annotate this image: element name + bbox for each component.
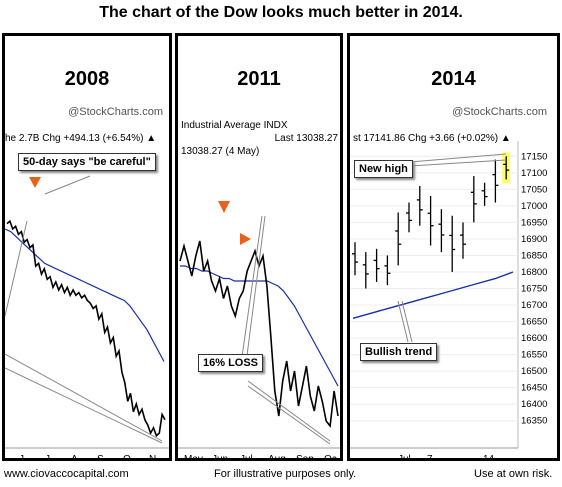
x-tick-label: 14 — [483, 454, 495, 458]
moving-average-line — [352, 271, 514, 319]
y-tick-label: 16900 — [521, 234, 547, 245]
arrow-marker — [218, 201, 230, 213]
price-line — [6, 219, 166, 438]
panel-2008: 2008 @StockCharts.com he 2.7B Chg +494.1… — [2, 33, 172, 461]
moving-average-line — [5, 228, 165, 362]
chart-title: The chart of the Dow looks much better i… — [99, 4, 463, 21]
callout-pointer — [409, 159, 507, 167]
header-2011-line3: 13038.27 (4 May) — [181, 146, 260, 157]
year-label-2011: 2011 — [237, 68, 281, 90]
watermark-2008: @StockCharts.com — [68, 106, 163, 118]
annotation-2008: 50-day says "be careful" — [18, 153, 156, 171]
plot-2011: May Jun Jul Aug Sep Oc — [178, 201, 340, 458]
x-tick-label: S — [97, 454, 104, 458]
y-tick-label: 16650 — [521, 317, 547, 328]
plot-2008: JJASON — [5, 175, 169, 458]
footer-website: www.ciovaccocapital.com — [4, 468, 129, 480]
year-label-2014: 2014 — [431, 68, 476, 90]
callout-pointer — [409, 153, 507, 163]
x-tick-label: Jul — [398, 454, 411, 458]
year-label-2008: 2008 — [64, 68, 110, 90]
panel-2014: 2014 @StockCharts.com st 17141.86 Chg +3… — [347, 33, 560, 461]
callout-pointer — [401, 300, 413, 343]
pointer-line — [239, 215, 263, 372]
y-tick-label: 17150 — [521, 151, 547, 162]
y-tick-label: 16750 — [521, 284, 547, 295]
pointer-line — [5, 367, 163, 444]
x-tick-label: Jun — [212, 454, 228, 458]
x-tick-label: Sep — [296, 454, 314, 458]
callout-pointer — [44, 175, 91, 195]
arrow-marker — [29, 177, 41, 188]
x-tick-label: J — [19, 454, 24, 458]
panel-2011: 2011 Industrial Average INDX Last 13038.… — [175, 33, 343, 461]
x-tick-label: J — [45, 454, 50, 458]
plot-2014: 17150 17100 17050 17000 16950 16900 16850 16800… — [350, 141, 547, 458]
y-tick-label: 16700 — [521, 300, 547, 311]
y-tick-label: 17050 — [521, 184, 547, 195]
watermark-2014: @StockCharts.com — [452, 106, 547, 118]
y-tick-label: 16500 — [521, 366, 547, 377]
x-tick-label: A — [71, 454, 78, 458]
pointer-line — [5, 353, 163, 442]
y-tick-label: 16850 — [521, 250, 547, 261]
x-tick-label: Jul — [240, 454, 253, 458]
x-tick-label: O — [123, 454, 131, 458]
pointer-line — [247, 385, 331, 445]
annotation-2011: 16% LOSS — [198, 354, 264, 372]
y-tick-label: 16950 — [521, 217, 547, 228]
y-tick-label: 16600 — [521, 333, 547, 344]
x-tick-label: May — [184, 454, 203, 458]
moving-average-line — [180, 265, 339, 387]
y-tick-label: 16800 — [521, 267, 547, 278]
y-tick-label: 16550 — [521, 350, 547, 361]
y-tick-label: 16350 — [521, 416, 547, 427]
pointer-line — [5, 220, 28, 317]
footer-disclaimer: For illustrative purposes only. — [214, 468, 357, 480]
arrow-marker — [240, 233, 251, 245]
header-2011-line1: Industrial Average INDX — [181, 120, 288, 131]
y-tick-label: 16450 — [521, 383, 547, 394]
y-tick-label: 17100 — [521, 168, 547, 179]
pointer-line — [247, 380, 331, 442]
x-tick-label: N — [149, 454, 156, 458]
y-tick-label: 17000 — [521, 201, 547, 212]
y-tick-label: 16400 — [521, 399, 547, 410]
footer-risk: Use at own risk. — [474, 468, 553, 480]
header-2008: he 2.7B Chg +494.13 (+6.54%) ▲ — [5, 133, 157, 144]
pointer-line — [244, 215, 266, 372]
header-2014: st 17141.86 Chg +3.66 (+0.02%) ▲ — [353, 133, 511, 144]
annotation-bullish-trend: Bullish trend — [360, 343, 438, 361]
x-tick-label: Aug — [268, 454, 286, 458]
annotation-new-high: New high — [354, 160, 413, 178]
callout-pointer — [397, 300, 409, 343]
header-2011-line2: Last 13038.27 — [274, 133, 338, 144]
price-line — [179, 240, 339, 429]
x-tick-label: Oc — [324, 454, 337, 458]
x-tick-label: 7 — [427, 454, 433, 458]
